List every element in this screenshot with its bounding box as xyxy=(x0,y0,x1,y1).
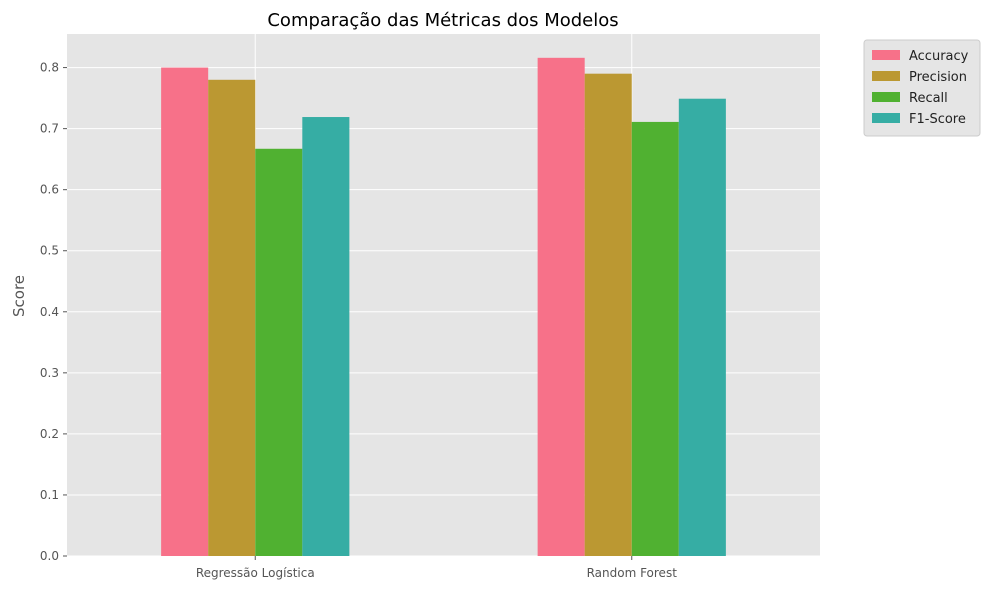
bars xyxy=(161,57,726,557)
y-tick-label: 0.1 xyxy=(40,488,59,502)
x-axis-ticks: Regressão Logística Random Forest xyxy=(196,556,677,580)
y-tick-label: 0.7 xyxy=(40,122,59,136)
y-tick-label: 0.2 xyxy=(40,427,59,441)
legend-swatch xyxy=(872,113,900,123)
bar xyxy=(161,67,209,556)
legend-swatch xyxy=(872,71,900,81)
legend-label: Recall xyxy=(909,91,948,106)
bar xyxy=(255,148,303,557)
y-tick-label: 0.4 xyxy=(40,305,59,319)
y-axis-ticks: 0.0 0.1 0.2 0.3 0.4 0.5 0.6 0.7 0.8 xyxy=(40,61,67,563)
bar xyxy=(584,73,632,557)
bar xyxy=(631,121,679,557)
y-tick-label: 0.8 xyxy=(40,61,59,75)
x-tick-label: Random Forest xyxy=(587,566,678,580)
legend-swatch xyxy=(872,50,900,60)
legend-label: Accuracy xyxy=(909,49,969,64)
legend-label: F1-Score xyxy=(909,112,966,127)
y-tick-label: 0.5 xyxy=(40,244,59,258)
bar xyxy=(302,117,350,556)
legend-label: Precision xyxy=(909,70,967,85)
bar xyxy=(678,98,726,556)
y-tick-label: 0.0 xyxy=(40,549,59,563)
bar xyxy=(208,79,256,556)
y-axis-label: Score xyxy=(10,275,28,317)
y-tick-label: 0.3 xyxy=(40,366,59,380)
legend: Accuracy Precision Recall F1-Score xyxy=(863,39,981,137)
legend-box xyxy=(863,39,981,137)
bar xyxy=(537,57,585,557)
y-tick-label: 0.6 xyxy=(40,183,59,197)
legend-swatch xyxy=(872,92,900,102)
x-tick-label: Regressão Logística xyxy=(196,566,315,580)
chart-title: Comparação das Métricas dos Modelos xyxy=(267,10,618,31)
